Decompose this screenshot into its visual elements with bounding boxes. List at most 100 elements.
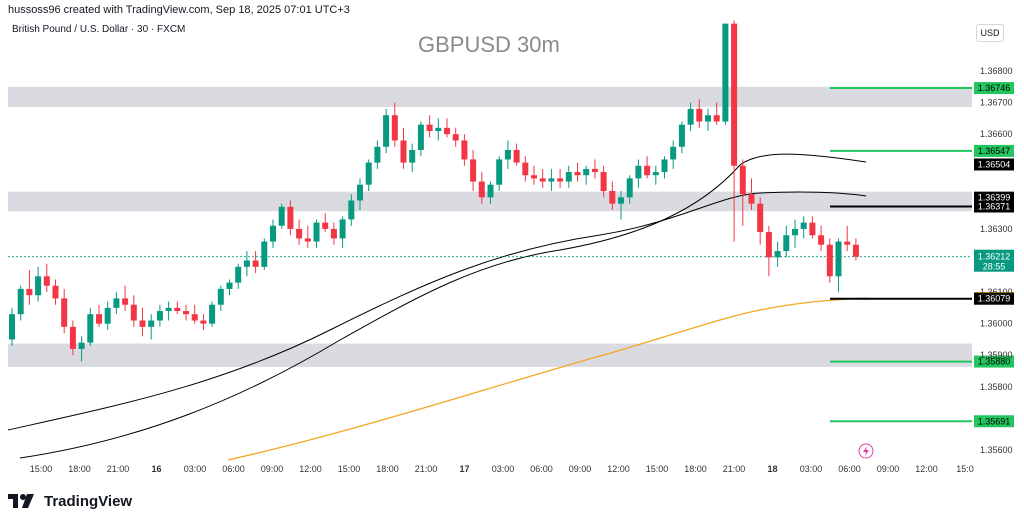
level-label-bg: [974, 144, 1014, 157]
candle-body: [17, 288, 24, 315]
level-label-8: 1.35691: [978, 416, 1011, 426]
level-label-4: 1.36371: [978, 201, 1011, 211]
x-tick-label: 12:00: [607, 464, 630, 474]
candle-body: [591, 168, 598, 173]
candle-body: [809, 222, 816, 236]
candle-body: [696, 108, 703, 122]
candle-body: [374, 146, 381, 163]
zone-0: [8, 86, 972, 108]
candle-body: [487, 184, 494, 198]
level-label-0: 1.36746: [978, 83, 1011, 93]
candle-body: [539, 178, 546, 182]
alert-lightning-icon: [858, 443, 874, 459]
level-label-bg: [974, 200, 1014, 213]
candle-body: [618, 197, 624, 204]
tradingview-logo[interactable]: TradingView: [8, 492, 132, 510]
x-tick-label: 15:00: [338, 464, 361, 474]
candle-body: [818, 235, 825, 245]
candle-body: [383, 115, 390, 147]
ema-short-lower-line: [7, 191, 867, 431]
candle-body: [261, 241, 268, 267]
candle-body: [130, 304, 137, 321]
chart-extras: [858, 443, 874, 459]
x-tick-label: 18: [767, 464, 777, 474]
candle-body: [391, 115, 398, 141]
candle-body: [287, 206, 294, 229]
candle-body: [644, 165, 651, 176]
level-label-2: 1.36504: [978, 159, 1011, 169]
level-label-3: 1.36399: [978, 193, 1011, 203]
level-label-6: 1.36079: [978, 294, 1011, 304]
candle-body: [504, 149, 511, 160]
candle-body: [243, 260, 250, 267]
candle-body: [461, 140, 468, 160]
candle-body: [609, 191, 616, 204]
candle-body: [652, 172, 659, 176]
candle-body: [687, 108, 694, 125]
x-tick-label: 17: [459, 464, 469, 474]
candle-body: [113, 298, 120, 308]
x-tick-label: 18:00: [68, 464, 91, 474]
x-tick-label: 16: [151, 464, 161, 474]
y-tick-label: 1.36000: [980, 319, 1013, 329]
candle-body: [278, 206, 285, 226]
y-tick-label: 1.36700: [980, 98, 1013, 108]
tradingview-logo-icon: [8, 494, 34, 508]
candle-body: [330, 228, 337, 239]
candle-body: [104, 307, 111, 324]
candle-body: [444, 127, 450, 135]
candle-body: [357, 184, 363, 201]
x-tick-label: 09:00: [261, 464, 284, 474]
currency-button[interactable]: USD: [976, 24, 1004, 42]
candle-body: [78, 342, 85, 349]
last-price-label-bg: [974, 249, 1014, 272]
x-tick-label: 21:00: [723, 464, 746, 474]
x-tick-label: 03:00: [800, 464, 823, 474]
candle-body: [156, 311, 163, 321]
level-label-bg: [974, 355, 1014, 368]
candle-body: [61, 298, 68, 327]
candlesticks: [9, 20, 859, 362]
y-tick-label: 1.36600: [980, 129, 1013, 139]
candle-body: [478, 181, 485, 198]
symbol-description: British Pound / U.S. Dollar · 30 · FXCM: [12, 24, 186, 35]
candle-body: [139, 320, 146, 327]
countdown-label: 28:55: [983, 262, 1006, 272]
candle-body: [43, 276, 50, 286]
last-price-label: 1.36212: [978, 252, 1011, 262]
candle-body: [548, 178, 555, 182]
candle-body: [426, 124, 433, 132]
candle-body: [557, 178, 564, 182]
candle-body: [52, 285, 59, 299]
level-label-bg: [974, 415, 1014, 428]
candle-body: [9, 314, 15, 340]
candle-body: [435, 127, 442, 132]
x-tick-label: 06:00: [222, 464, 245, 474]
x-tick-label: 15:0: [956, 464, 974, 474]
x-tick-label: 09:00: [877, 464, 900, 474]
candle-body: [200, 320, 207, 324]
x-tick-label: 06:00: [838, 464, 861, 474]
attribution-text: hussoss96 created with TradingView.com, …: [8, 4, 350, 16]
time-axis: 15:00 18:00 21:00 16 03:00 06:00 09:00 12:00 15:…: [30, 464, 974, 474]
candle-body: [574, 172, 581, 176]
level-label-bg: [974, 82, 1014, 95]
y-tick-label: 1.35600: [980, 445, 1013, 455]
y-tick-label: 1.35800: [980, 382, 1013, 392]
candle-body: [792, 228, 798, 236]
candle-body: [583, 168, 590, 176]
candle-body: [226, 282, 233, 289]
candle-body: [191, 314, 198, 321]
candle-body: [348, 200, 355, 220]
candle-body: [835, 241, 842, 277]
candle-body: [322, 222, 329, 229]
candle-body: [626, 178, 633, 198]
candle-body: [365, 162, 372, 185]
candle-body: [522, 162, 529, 176]
candle-body: [800, 222, 807, 229]
candle-body: [826, 244, 833, 277]
x-tick-label: 18:00: [376, 464, 399, 474]
price-axis: 1.368001.367001.366001.363001.361001.360…: [980, 66, 1013, 455]
